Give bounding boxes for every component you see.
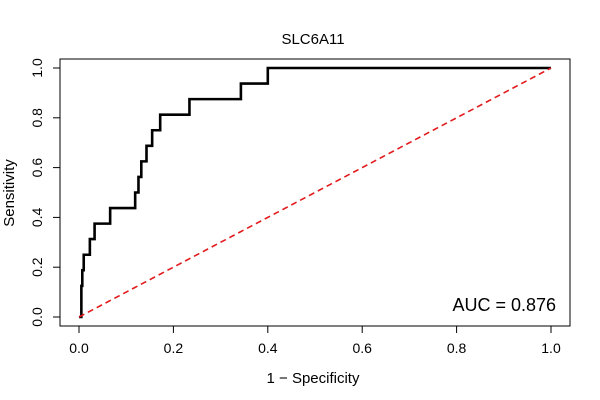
x-tick-label: 0.8 [447,340,467,356]
x-tick-label: 1.0 [541,340,561,356]
y-tick-label: 0.0 [29,307,45,327]
auc-annotation: AUC = 0.876 [452,295,556,315]
y-tick-label: 0.8 [29,108,45,128]
chart-title: SLC6A11 [281,31,344,48]
y-tick-label: 0.2 [29,257,45,277]
roc-curve-line [79,66,551,319]
x-axis-label: 1 − Specificity [267,370,360,387]
x-tick-label: 0.4 [258,340,278,356]
x-tick-label: 0.6 [352,340,372,356]
y-tick-label: 0.6 [29,158,45,178]
x-axis-ticks: 0.0 0.2 0.4 0.6 0.8 1.0 [69,325,561,356]
y-tick-label: 1.0 [29,58,45,78]
y-axis-ticks: 0.0 0.2 0.4 0.6 0.8 1.0 [29,58,61,327]
x-tick-label: 0.0 [69,340,89,356]
y-tick-label: 0.4 [29,207,45,227]
reference-diagonal-line [78,67,552,318]
plot-layer [59,58,571,327]
y-axis-label: Sensitivity [1,159,18,227]
x-tick-label: 0.2 [164,340,184,356]
